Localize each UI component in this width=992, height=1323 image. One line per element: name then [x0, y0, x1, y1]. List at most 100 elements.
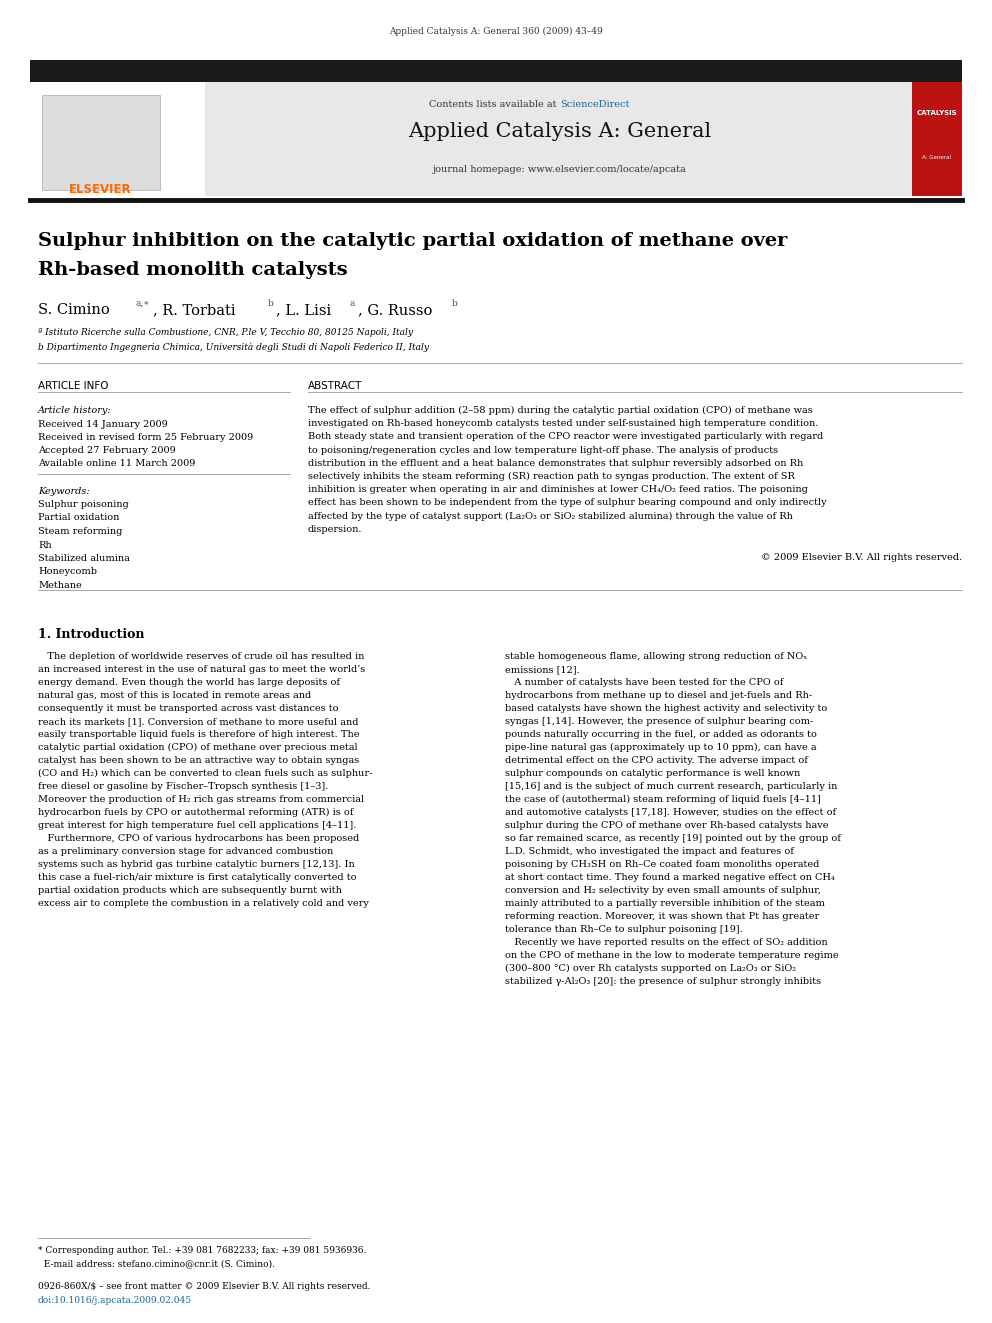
Text: Sulphur inhibition on the catalytic partial oxidation of methane over: Sulphur inhibition on the catalytic part… [38, 232, 788, 250]
Text: Stabilized alumina: Stabilized alumina [38, 554, 130, 564]
Text: (CO and H₂) which can be converted to clean fuels such as sulphur-: (CO and H₂) which can be converted to cl… [38, 769, 372, 778]
Text: Keywords:: Keywords: [38, 487, 89, 496]
Text: b: b [452, 299, 457, 308]
Text: pipe-line natural gas (approximately up to 10 ppm), can have a: pipe-line natural gas (approximately up … [505, 744, 816, 751]
Text: 0926-860X/$ – see front matter © 2009 Elsevier B.V. All rights reserved.: 0926-860X/$ – see front matter © 2009 El… [38, 1282, 370, 1291]
Text: an increased interest in the use of natural gas to meet the world’s: an increased interest in the use of natu… [38, 665, 365, 673]
Bar [42, 95, 160, 191]
Text: A number of catalysts have been tested for the CPO of: A number of catalysts have been tested f… [505, 677, 784, 687]
Text: stable homogeneous flame, allowing strong reduction of NOₓ: stable homogeneous flame, allowing stron… [505, 652, 807, 662]
Text: reforming reaction. Moreover, it was shown that Pt has greater: reforming reaction. Moreover, it was sho… [505, 912, 819, 921]
Text: Received 14 January 2009: Received 14 January 2009 [38, 419, 168, 429]
Text: mainly attributed to a partially reversible inhibition of the steam: mainly attributed to a partially reversi… [505, 900, 825, 908]
Text: b: b [268, 299, 274, 308]
Text: 1. Introduction: 1. Introduction [38, 628, 145, 642]
Text: Article history:: Article history: [38, 406, 112, 415]
Bar [30, 60, 962, 82]
Text: consequently it must be transported across vast distances to: consequently it must be transported acro… [38, 704, 338, 713]
Text: distribution in the effluent and a heat balance demonstrates that sulphur revers: distribution in the effluent and a heat … [308, 459, 804, 468]
Text: systems such as hybrid gas turbine catalytic burners [12,13]. In: systems such as hybrid gas turbine catal… [38, 860, 355, 869]
Text: S. Cimino: S. Cimino [38, 303, 110, 318]
Text: tolerance than Rh–Ce to sulphur poisoning [19].: tolerance than Rh–Ce to sulphur poisonin… [505, 925, 743, 934]
Text: catalytic partial oxidation (CPO) of methane over precious metal: catalytic partial oxidation (CPO) of met… [38, 744, 358, 751]
Text: ª Istituto Ricerche sulla Combustione, CNR, P.le V, Tecchio 80, 80125 Napoli, It: ª Istituto Ricerche sulla Combustione, C… [38, 328, 413, 337]
Text: , L. Lisi: , L. Lisi [276, 303, 331, 318]
Text: great interest for high temperature fuel cell applications [4–11].: great interest for high temperature fuel… [38, 822, 356, 830]
Text: ELSEVIER: ELSEVIER [68, 183, 131, 196]
Text: , R. Torbati: , R. Torbati [153, 303, 236, 318]
Text: based catalysts have shown the highest activity and selectivity to: based catalysts have shown the highest a… [505, 704, 827, 713]
Text: to poisoning/regeneration cycles and low temperature light-off phase. The analys: to poisoning/regeneration cycles and low… [308, 446, 778, 455]
Bar [912, 82, 962, 196]
Text: * Corresponding author. Tel.: +39 081 7682233; fax: +39 081 5936936.: * Corresponding author. Tel.: +39 081 76… [38, 1246, 366, 1256]
Text: at short contact time. They found a marked negative effect on CH₄: at short contact time. They found a mark… [505, 873, 835, 882]
Text: Available online 11 March 2009: Available online 11 March 2009 [38, 459, 195, 468]
Text: hydrocarbons from methane up to diesel and jet-fuels and Rh-: hydrocarbons from methane up to diesel a… [505, 691, 812, 700]
Text: sulphur during the CPO of methane over Rh-based catalysts have: sulphur during the CPO of methane over R… [505, 822, 828, 830]
Text: inhibition is greater when operating in air and diminishes at lower CH₄/O₂ feed : inhibition is greater when operating in … [308, 486, 807, 495]
Text: Honeycomb: Honeycomb [38, 568, 97, 577]
Text: The effect of sulphur addition (2–58 ppm) during the catalytic partial oxidation: The effect of sulphur addition (2–58 ppm… [308, 406, 812, 415]
Text: The depletion of worldwide reserves of crude oil has resulted in: The depletion of worldwide reserves of c… [38, 652, 364, 662]
Text: Moreover the production of H₂ rich gas streams from commercial: Moreover the production of H₂ rich gas s… [38, 795, 364, 804]
Text: Furthermore, CPO of various hydrocarbons has been proposed: Furthermore, CPO of various hydrocarbons… [38, 833, 359, 843]
Text: as a preliminary conversion stage for advanced combustion: as a preliminary conversion stage for ad… [38, 847, 333, 856]
Text: hydrocarbon fuels by CPO or autothermal reforming (ATR) is of: hydrocarbon fuels by CPO or autothermal … [38, 808, 353, 818]
Text: on the CPO of methane in the low to moderate temperature regime: on the CPO of methane in the low to mode… [505, 951, 838, 960]
Text: this case a fuel-rich/air mixture is first catalytically converted to: this case a fuel-rich/air mixture is fir… [38, 873, 356, 882]
Text: Rh: Rh [38, 541, 52, 549]
Text: Steam reforming: Steam reforming [38, 527, 122, 536]
Text: ARTICLE INFO: ARTICLE INFO [38, 381, 108, 392]
Text: selectively inhibits the steam reforming (SR) reaction path to syngas production: selectively inhibits the steam reforming… [308, 472, 795, 482]
Text: poisoning by CH₃SH on Rh–Ce coated foam monoliths operated: poisoning by CH₃SH on Rh–Ce coated foam … [505, 860, 819, 869]
Text: the case of (autothermal) steam reforming of liquid fuels [4–11]: the case of (autothermal) steam reformin… [505, 795, 820, 804]
Text: E-mail address: stefano.cimino@cnr.it (S. Cimino).: E-mail address: stefano.cimino@cnr.it (S… [38, 1259, 275, 1267]
Bar [30, 82, 912, 196]
Text: [15,16] and is the subject of much current research, particularly in: [15,16] and is the subject of much curre… [505, 782, 837, 791]
Text: emissions [12].: emissions [12]. [505, 665, 579, 673]
Text: CATALYSIS: CATALYSIS [917, 110, 957, 116]
Text: syngas [1,14]. However, the presence of sulphur bearing com-: syngas [1,14]. However, the presence of … [505, 717, 813, 726]
Text: stabilized γ-Al₂O₃ [20]: the presence of sulphur strongly inhibits: stabilized γ-Al₂O₃ [20]: the presence of… [505, 976, 821, 986]
Bar [30, 82, 205, 196]
Text: Accepted 27 February 2009: Accepted 27 February 2009 [38, 446, 176, 455]
Text: Sulphur poisoning: Sulphur poisoning [38, 500, 129, 509]
Text: , G. Russo: , G. Russo [358, 303, 433, 318]
Text: Received in revised form 25 February 2009: Received in revised form 25 February 200… [38, 433, 253, 442]
Text: Both steady state and transient operation of the CPO reactor were investigated p: Both steady state and transient operatio… [308, 433, 823, 442]
Text: a,∗: a,∗ [136, 299, 151, 308]
Text: energy demand. Even though the world has large deposits of: energy demand. Even though the world has… [38, 677, 340, 687]
Text: journal homepage: www.elsevier.com/locate/apcata: journal homepage: www.elsevier.com/locat… [434, 165, 686, 175]
Text: Applied Catalysis A: General: Applied Catalysis A: General [409, 122, 711, 142]
Text: L.D. Schmidt, who investigated the impact and features of: L.D. Schmidt, who investigated the impac… [505, 847, 794, 856]
Text: sulphur compounds on catalytic performance is well known: sulphur compounds on catalytic performan… [505, 769, 801, 778]
Text: catalyst has been shown to be an attractive way to obtain syngas: catalyst has been shown to be an attract… [38, 755, 359, 765]
Text: conversion and H₂ selectivity by even small amounts of sulphur,: conversion and H₂ selectivity by even sm… [505, 886, 820, 894]
Text: easily transportable liquid fuels is therefore of high interest. The: easily transportable liquid fuels is the… [38, 730, 359, 740]
Text: © 2009 Elsevier B.V. All rights reserved.: © 2009 Elsevier B.V. All rights reserved… [761, 553, 962, 562]
Text: partial oxidation products which are subsequently burnt with: partial oxidation products which are sub… [38, 886, 342, 894]
Text: Rh-based monolith catalysts: Rh-based monolith catalysts [38, 261, 347, 279]
Text: Applied Catalysis A: General 360 (2009) 43–49: Applied Catalysis A: General 360 (2009) … [389, 26, 603, 36]
Text: investigated on Rh-based honeycomb catalysts tested under self-sustained high te: investigated on Rh-based honeycomb catal… [308, 419, 818, 429]
Text: b Dipartimento Ingegneria Chimica, Università degli Studi di Napoli Federico II,: b Dipartimento Ingegneria Chimica, Unive… [38, 343, 429, 352]
Text: so far remained scarce, as recently [19] pointed out by the group of: so far remained scarce, as recently [19]… [505, 833, 841, 843]
Text: a: a [350, 299, 355, 308]
Text: affected by the type of catalyst support (La₂O₃ or SiO₂ stabilized alumina) thro: affected by the type of catalyst support… [308, 512, 793, 521]
Text: doi:10.1016/j.apcata.2009.02.045: doi:10.1016/j.apcata.2009.02.045 [38, 1297, 192, 1304]
Text: Recently we have reported results on the effect of SO₂ addition: Recently we have reported results on the… [505, 938, 827, 947]
Text: and automotive catalysts [17,18]. However, studies on the effect of: and automotive catalysts [17,18]. Howeve… [505, 808, 836, 818]
Text: (300–800 °C) over Rh catalysts supported on La₂O₃ or SiO₂: (300–800 °C) over Rh catalysts supported… [505, 964, 796, 974]
Text: ABSTRACT: ABSTRACT [308, 381, 362, 392]
Text: Methane: Methane [38, 581, 81, 590]
Text: A: General: A: General [923, 155, 951, 160]
Text: reach its markets [1]. Conversion of methane to more useful and: reach its markets [1]. Conversion of met… [38, 717, 358, 726]
Text: natural gas, most of this is located in remote areas and: natural gas, most of this is located in … [38, 691, 311, 700]
Text: pounds naturally occurring in the fuel, or added as odorants to: pounds naturally occurring in the fuel, … [505, 730, 816, 740]
Text: dispersion.: dispersion. [308, 525, 362, 533]
Text: effect has been shown to be independent from the type of sulphur bearing compoun: effect has been shown to be independent … [308, 499, 826, 508]
Text: excess air to complete the combustion in a relatively cold and very: excess air to complete the combustion in… [38, 900, 369, 908]
Text: Partial oxidation: Partial oxidation [38, 513, 119, 523]
Text: free diesel or gasoline by Fischer–Tropsch synthesis [1–3].: free diesel or gasoline by Fischer–Trops… [38, 782, 328, 791]
Text: detrimental effect on the CPO activity. The adverse impact of: detrimental effect on the CPO activity. … [505, 755, 807, 765]
